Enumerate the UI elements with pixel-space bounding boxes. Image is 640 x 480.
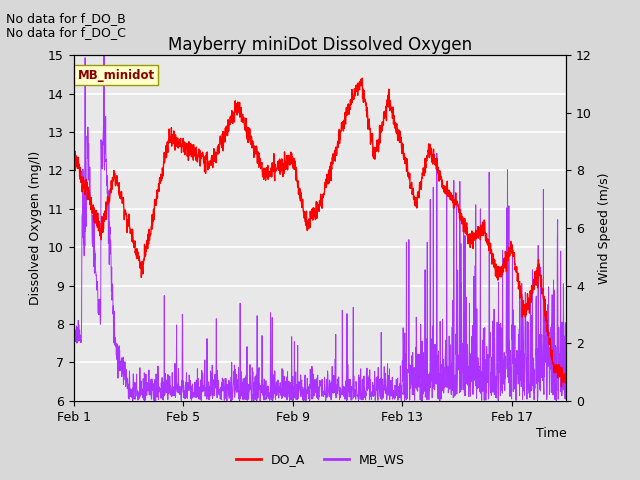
Y-axis label: Dissolved Oxygen (mg/l): Dissolved Oxygen (mg/l) [29,151,42,305]
Text: No data for f_DO_C: No data for f_DO_C [6,26,126,39]
Legend: DO_A, MB_WS: DO_A, MB_WS [230,448,410,471]
Text: MB_minidot: MB_minidot [77,69,155,82]
Text: Time: Time [536,427,566,440]
Y-axis label: Wind Speed (m/s): Wind Speed (m/s) [598,172,611,284]
Text: No data for f_DO_B: No data for f_DO_B [6,12,126,25]
Title: Mayberry miniDot Dissolved Oxygen: Mayberry miniDot Dissolved Oxygen [168,36,472,54]
